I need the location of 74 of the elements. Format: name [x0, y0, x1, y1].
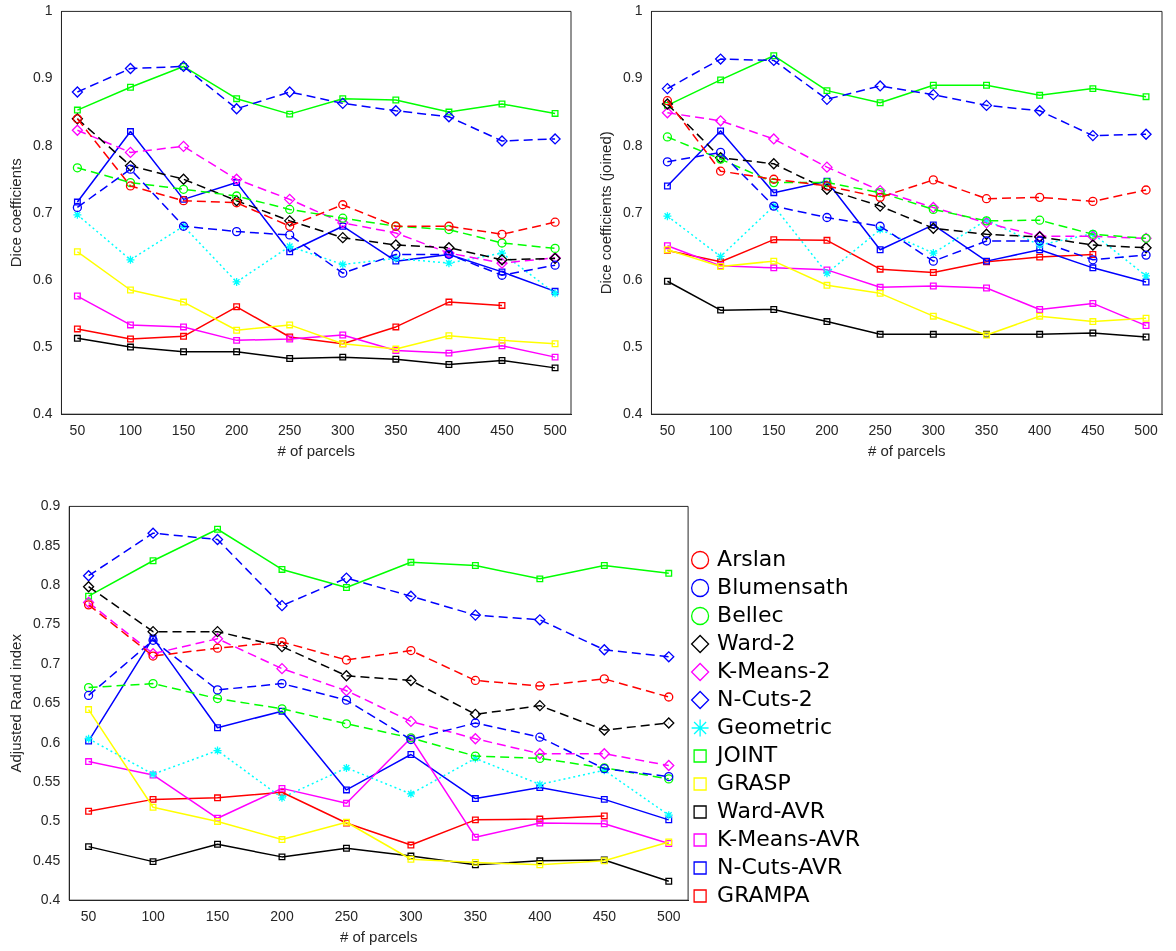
y-tick-label: 0.4 [622, 405, 643, 422]
y-tick-label: 0.6 [40, 733, 61, 750]
x-tick-label: 450 [490, 422, 514, 439]
y-axis-title: Dice coefficients (joined) [597, 131, 615, 295]
y-axis-title: Dice coefficients [7, 158, 25, 268]
legend-label: Ward-AVR [717, 797, 825, 823]
y-tick-label: 0.5 [622, 337, 643, 354]
y-tick-label: 0.8 [32, 136, 53, 153]
y-tick-label: 0.45 [33, 851, 61, 868]
legend-label: N-Cuts-AVR [717, 853, 843, 879]
x-tick-label: 300 [921, 422, 946, 439]
x-tick-label: 400 [1028, 422, 1052, 439]
y-tick-label: 0.8 [40, 576, 61, 593]
legend-label: Arslan [717, 545, 787, 571]
y-tick-label: 0.6 [32, 270, 53, 287]
y-tick-label: 0.9 [32, 69, 53, 86]
legend-label: K-Means-2 [717, 657, 831, 683]
x-tick-label: 450 [1081, 422, 1105, 439]
y-tick-label: 0.9 [40, 497, 61, 514]
y-tick-label: 0.85 [33, 536, 61, 553]
y-tick-label: 0.9 [622, 69, 643, 86]
x-tick-label: 250 [868, 422, 893, 439]
legend-label: Bellec [717, 601, 784, 627]
y-tick-label: 0.6 [622, 270, 643, 287]
y-tick-label: 0.5 [40, 812, 61, 829]
x-tick-label: 500 [1134, 422, 1158, 439]
x-tick-label: 350 [463, 908, 488, 925]
x-tick-label: 500 [543, 422, 567, 439]
legend-label: Geometric [717, 713, 832, 739]
x-axis-title: # of parcels [339, 928, 418, 946]
legend-label: N-Cuts-2 [717, 685, 813, 711]
legend-label: K-Means-AVR [717, 825, 861, 851]
y-tick-label: 0.7 [32, 203, 53, 220]
legend-label: GRASP [717, 769, 791, 795]
y-tick-label: 0.7 [40, 654, 61, 671]
x-tick-label: 400 [528, 908, 552, 925]
x-axis-title: # of parcels [867, 442, 946, 460]
x-tick-label: 50 [69, 422, 86, 439]
y-tick-label: 1 [634, 2, 643, 19]
legend-label: Ward-2 [717, 629, 796, 655]
x-tick-label: 350 [384, 422, 408, 439]
x-axis-title: # of parcels [277, 442, 355, 460]
y-axis-title: Adjusted Rand index [7, 633, 25, 773]
x-tick-label: 500 [657, 908, 681, 925]
y-tick-label: 0.8 [622, 136, 643, 153]
legend-label: JOINT [715, 741, 778, 767]
x-tick-label: 100 [118, 422, 143, 439]
x-tick-label: 350 [974, 422, 999, 439]
x-tick-label: 300 [331, 422, 355, 439]
y-tick-label: 0.4 [32, 405, 53, 422]
y-tick-label: 0.65 [33, 694, 61, 711]
x-tick-label: 250 [334, 908, 359, 925]
x-tick-label: 100 [708, 422, 733, 439]
x-tick-label: 200 [270, 908, 294, 925]
y-tick-label: 0.5 [32, 337, 53, 354]
x-tick-label: 150 [171, 422, 196, 439]
x-tick-label: 450 [592, 908, 617, 925]
legend-label: GRAMPA [717, 881, 810, 907]
x-tick-label: 150 [205, 908, 230, 925]
x-tick-label: 100 [141, 908, 165, 925]
x-tick-label: 200 [815, 422, 839, 439]
x-tick-label: 50 [80, 908, 97, 925]
x-tick-label: 200 [224, 422, 249, 439]
legend-label: Blumensath [717, 573, 849, 599]
y-tick-label: 0.7 [622, 203, 643, 220]
y-tick-label: 1 [44, 2, 53, 19]
x-tick-label: 300 [399, 908, 423, 925]
x-tick-label: 150 [762, 422, 786, 439]
y-tick-label: 0.75 [33, 615, 61, 632]
x-tick-label: 50 [659, 422, 676, 439]
x-tick-label: 250 [278, 422, 302, 439]
y-tick-label: 0.55 [33, 772, 61, 789]
x-tick-label: 400 [437, 422, 461, 439]
y-tick-label: 0.4 [40, 891, 61, 908]
